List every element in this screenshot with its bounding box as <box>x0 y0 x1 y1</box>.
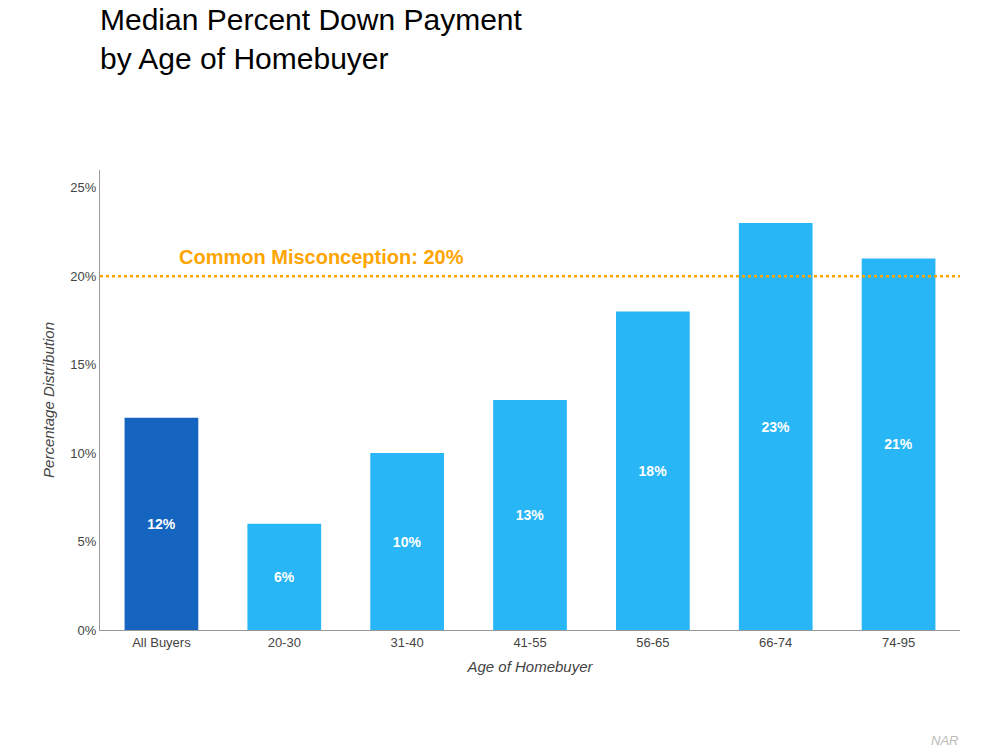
svg-text:74-95: 74-95 <box>882 635 915 650</box>
svg-text:18%: 18% <box>639 463 668 479</box>
svg-text:Age of Homebuyer: Age of Homebuyer <box>466 658 593 675</box>
svg-text:10%: 10% <box>70 446 96 461</box>
svg-text:20-30: 20-30 <box>268 635 301 650</box>
svg-text:Percentage Distribution: Percentage Distribution <box>40 322 57 478</box>
svg-text:NAR: NAR <box>931 733 958 748</box>
svg-text:Median Percent Down Paymentby: Median Percent Down Paymentby Age of Hom… <box>100 3 523 75</box>
svg-text:21%: 21% <box>884 436 913 452</box>
svg-text:5%: 5% <box>78 534 97 549</box>
svg-text:23%: 23% <box>761 419 790 435</box>
svg-text:25%: 25% <box>70 180 96 195</box>
svg-text:56-65: 56-65 <box>636 635 669 650</box>
svg-text:41-55: 41-55 <box>513 635 546 650</box>
svg-text:13%: 13% <box>516 507 545 523</box>
svg-text:31-40: 31-40 <box>391 635 424 650</box>
svg-text:12%: 12% <box>147 516 176 532</box>
svg-text:All Buyers: All Buyers <box>132 635 191 650</box>
svg-text:20%: 20% <box>70 269 96 284</box>
svg-text:Common Misconception: 20%: Common Misconception: 20% <box>179 246 464 268</box>
svg-text:10%: 10% <box>393 534 422 550</box>
svg-text:66-74: 66-74 <box>759 635 792 650</box>
svg-text:15%: 15% <box>70 357 96 372</box>
svg-text:0%: 0% <box>78 623 97 638</box>
svg-text:6%: 6% <box>274 569 295 585</box>
